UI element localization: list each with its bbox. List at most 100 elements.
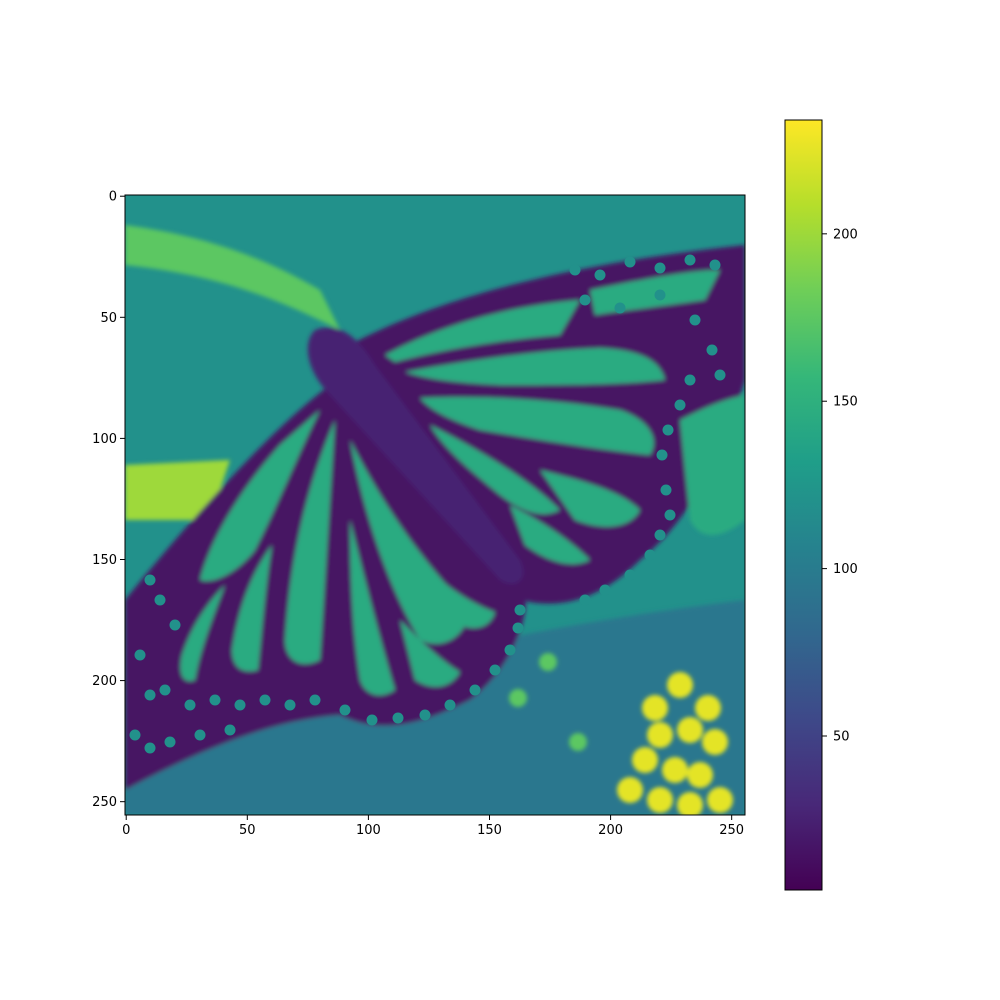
y-axis: 0 50 100 150 200 250 — [92, 190, 125, 810]
heatmap-wing-spot — [644, 549, 656, 561]
heatmap-image — [125, 195, 745, 815]
x-tick-label: 100 — [356, 823, 381, 838]
heatmap-wing-cell — [430, 425, 560, 515]
heatmap-wing-cell — [350, 520, 395, 696]
colorbar-tick-label: 50 — [833, 730, 850, 745]
heatmap-wing-spot — [684, 374, 696, 386]
heatmap-wing-spot — [159, 684, 171, 696]
heatmap-flower — [509, 689, 527, 707]
heatmap-wing-spot — [614, 302, 626, 314]
x-tick-label: 200 — [598, 823, 623, 838]
heatmap-wing-cell — [285, 420, 335, 664]
y-tick-label: 150 — [92, 553, 117, 568]
heatmap-wing-spots — [129, 254, 726, 754]
heatmap-wing-spot — [489, 664, 501, 676]
x-tick-label: 250 — [719, 823, 744, 838]
heatmap-wing-spot — [209, 694, 221, 706]
y-tick-label: 200 — [92, 674, 117, 689]
heatmap-flowers — [509, 653, 733, 815]
heatmap-wing-spot — [366, 714, 378, 726]
heatmap-wing-spot — [684, 254, 696, 266]
heatmap-wing-spot — [579, 294, 591, 306]
heatmap-wing-spot — [164, 736, 176, 748]
heatmap-wing-cell — [510, 505, 590, 565]
heatmap-wing-spot — [709, 259, 721, 271]
heatmap-stem — [125, 225, 340, 330]
heatmap-wing-spot — [154, 594, 166, 606]
heatmap-flower — [695, 695, 721, 721]
heatmap-wing-cell — [350, 440, 470, 644]
y-tick-label: 250 — [92, 795, 117, 810]
x-tick-label: 150 — [477, 823, 502, 838]
heatmap-wing-cell — [200, 410, 320, 581]
heatmap-leaf-left — [125, 460, 230, 520]
heatmap-flower — [702, 729, 728, 755]
colorbar-tick-label: 200 — [833, 227, 858, 242]
heatmap-wing-spot — [134, 649, 146, 661]
x-tick-label: 0 — [122, 823, 130, 838]
x-tick-label: 50 — [239, 823, 256, 838]
heatmap-flower — [569, 733, 587, 751]
heatmap-wing-spot — [656, 449, 668, 461]
heatmap-wing-spot — [569, 264, 581, 276]
heatmap-flower — [539, 653, 557, 671]
heatmap-wing-spot — [579, 594, 591, 606]
heatmap-wing-spot — [654, 289, 666, 301]
heatmap-flower — [677, 717, 703, 743]
heatmap-wing-spot — [169, 619, 181, 631]
heatmap-wing-spot — [129, 729, 141, 741]
heatmap-wing-spot — [654, 262, 666, 274]
heatmap-wing-spot — [689, 314, 701, 326]
heatmap-flower — [667, 672, 693, 698]
y-tick-label: 50 — [100, 311, 117, 326]
heatmap-wing-cell — [385, 300, 580, 362]
heatmap-wing-spot — [419, 709, 431, 721]
heatmap-wing-spot — [512, 622, 524, 634]
heatmap-flower — [647, 787, 673, 813]
heatmap-wing-spot — [594, 269, 606, 281]
heatmap-flower — [677, 792, 703, 815]
heatmap-flower — [617, 777, 643, 803]
colorbar — [784, 119, 823, 891]
heatmap-wing-cell — [430, 570, 495, 628]
heatmap-wing-spot — [392, 712, 404, 724]
y-tick-label: 0 — [109, 190, 117, 205]
colorbar-tick-label: 150 — [833, 395, 858, 410]
heatmap-wing-spot — [714, 369, 726, 381]
heatmap-wing-spot — [664, 509, 676, 521]
heatmap-wing-cell — [540, 470, 640, 527]
heatmap-wing-spot — [504, 644, 516, 656]
plot-frame — [124, 194, 746, 816]
heatmap-wing-spot — [259, 694, 271, 706]
heatmap-wing-cell — [405, 348, 665, 385]
heatmap-flower — [632, 747, 658, 773]
heatmap-wing-spot — [624, 256, 636, 268]
heatmap-wing-spot — [662, 424, 674, 436]
heatmap-wing-cell — [400, 620, 460, 687]
heatmap-flower — [647, 722, 673, 748]
heatmap-wing-spot — [654, 529, 666, 541]
heatmap-wing-cell — [420, 397, 654, 455]
colorbar-axis: 50 100 150 200 — [822, 227, 858, 745]
heatmap-wing-spot — [144, 742, 156, 754]
y-tick-label: 100 — [92, 432, 117, 447]
heatmap-wing-spot — [599, 584, 611, 596]
heatmap-flower — [707, 787, 733, 813]
heatmap-wing-spot — [706, 344, 718, 356]
heatmap-wing-spot — [194, 729, 206, 741]
heatmap-wing-spot — [144, 689, 156, 701]
heatmap-wing-spot — [674, 399, 686, 411]
heatmap-wing-spot — [144, 574, 156, 586]
heatmap-wing-spot — [469, 684, 481, 696]
x-axis: 0 50 100 150 200 250 — [122, 815, 744, 838]
heatmap-wing-spot — [339, 704, 351, 716]
heatmap-flower — [642, 695, 668, 721]
heatmap-flower — [662, 757, 688, 783]
heatmap-wing-cell — [180, 585, 225, 682]
heatmap-wing-spot — [184, 699, 196, 711]
heatmap-wing-spot — [309, 694, 321, 706]
heatmap-wing-spot — [624, 569, 636, 581]
colorbar-tick-label: 100 — [833, 562, 858, 577]
heatmap-wing-spot — [444, 699, 456, 711]
